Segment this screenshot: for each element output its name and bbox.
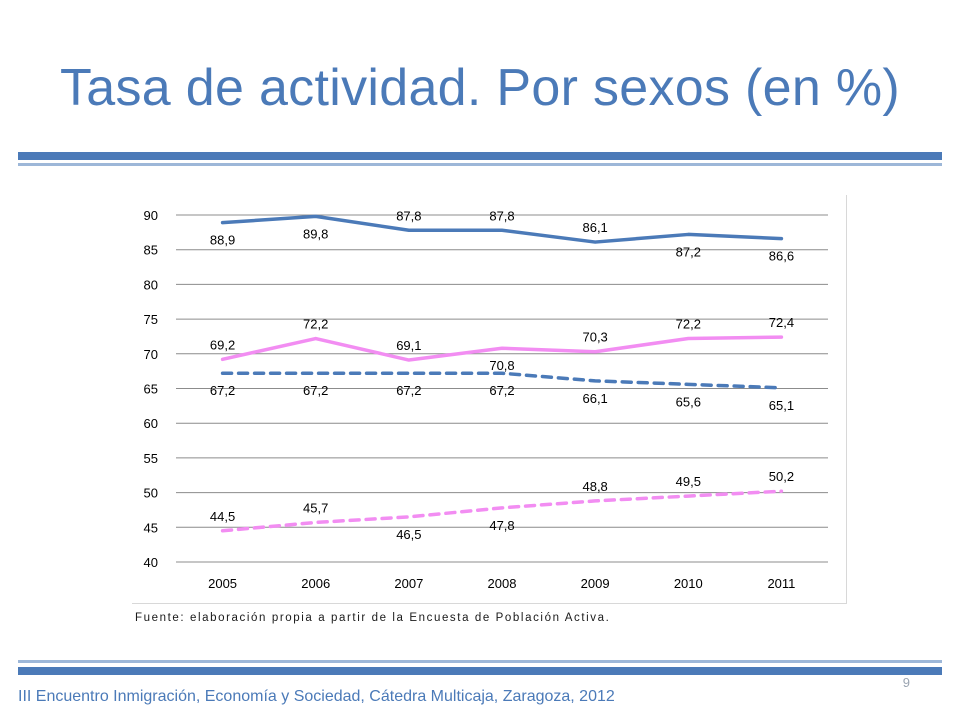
data-label: 69,2 [210, 337, 235, 352]
data-label: 67,2 [303, 383, 328, 398]
footer-rule-thin [18, 660, 942, 663]
data-label: 87,2 [676, 244, 701, 259]
data-label: 70,8 [489, 358, 514, 373]
y-tick-label: 70 [144, 347, 158, 362]
y-tick-label: 40 [144, 555, 158, 570]
data-label: 67,2 [210, 383, 235, 398]
x-tick-label: 2007 [394, 576, 423, 591]
data-label: 70,3 [582, 330, 607, 345]
data-label: 46,5 [396, 527, 421, 542]
data-label: 89,8 [303, 226, 328, 241]
data-label: 65,1 [769, 398, 794, 413]
data-label: 47,8 [489, 518, 514, 533]
data-label: 50,2 [769, 469, 794, 484]
series-line [220, 335, 784, 362]
y-tick-label: 50 [144, 486, 158, 501]
data-label: 44,5 [210, 509, 235, 524]
data-label: 72,2 [303, 317, 328, 332]
data-label: 67,2 [396, 383, 421, 398]
data-label: 86,6 [769, 249, 794, 264]
data-label: 87,8 [489, 208, 514, 223]
data-label: 65,6 [676, 394, 701, 409]
header-rule-thick [18, 152, 942, 160]
series-line [220, 371, 784, 390]
series-line [220, 214, 784, 244]
data-label: 49,5 [676, 474, 701, 489]
y-tick-label: 55 [144, 451, 158, 466]
page-number: 9 [902, 675, 910, 690]
x-tick-label: 2010 [674, 576, 703, 591]
data-label: 48,8 [582, 479, 607, 494]
y-tick-label: 65 [144, 382, 158, 397]
footer-text: III Encuentro Inmigración, Economía y So… [18, 688, 615, 705]
x-tick-label: 2008 [488, 576, 517, 591]
data-label: 72,2 [676, 317, 701, 332]
data-label: 45,7 [303, 500, 328, 515]
data-label: 69,1 [396, 338, 421, 353]
header-rule-thin [18, 163, 942, 166]
y-tick-label: 45 [144, 520, 158, 535]
x-tick-label: 2006 [301, 576, 330, 591]
y-tick-label: 80 [144, 277, 158, 292]
x-tick-label: 2009 [581, 576, 610, 591]
data-label: 88,9 [210, 233, 235, 248]
series-line [220, 489, 784, 533]
data-label: 66,1 [582, 391, 607, 406]
data-label: 72,4 [769, 315, 794, 330]
data-label: 87,8 [396, 208, 421, 223]
chart-frame [132, 195, 847, 604]
slide-title: Tasa de actividad. Por sexos (en %) [59, 59, 900, 117]
x-tick-label: 2005 [208, 576, 237, 591]
y-tick-label: 60 [144, 416, 158, 431]
data-label: 67,2 [489, 383, 514, 398]
source-note: Fuente: elaboración propia a partir de l… [135, 612, 611, 624]
data-label: 86,1 [582, 220, 607, 235]
y-tick-label: 85 [144, 243, 158, 258]
y-tick-label: 90 [144, 208, 158, 223]
footer-rule-thick [18, 667, 942, 675]
x-tick-label: 2011 [767, 576, 795, 591]
y-tick-label: 75 [144, 312, 158, 327]
